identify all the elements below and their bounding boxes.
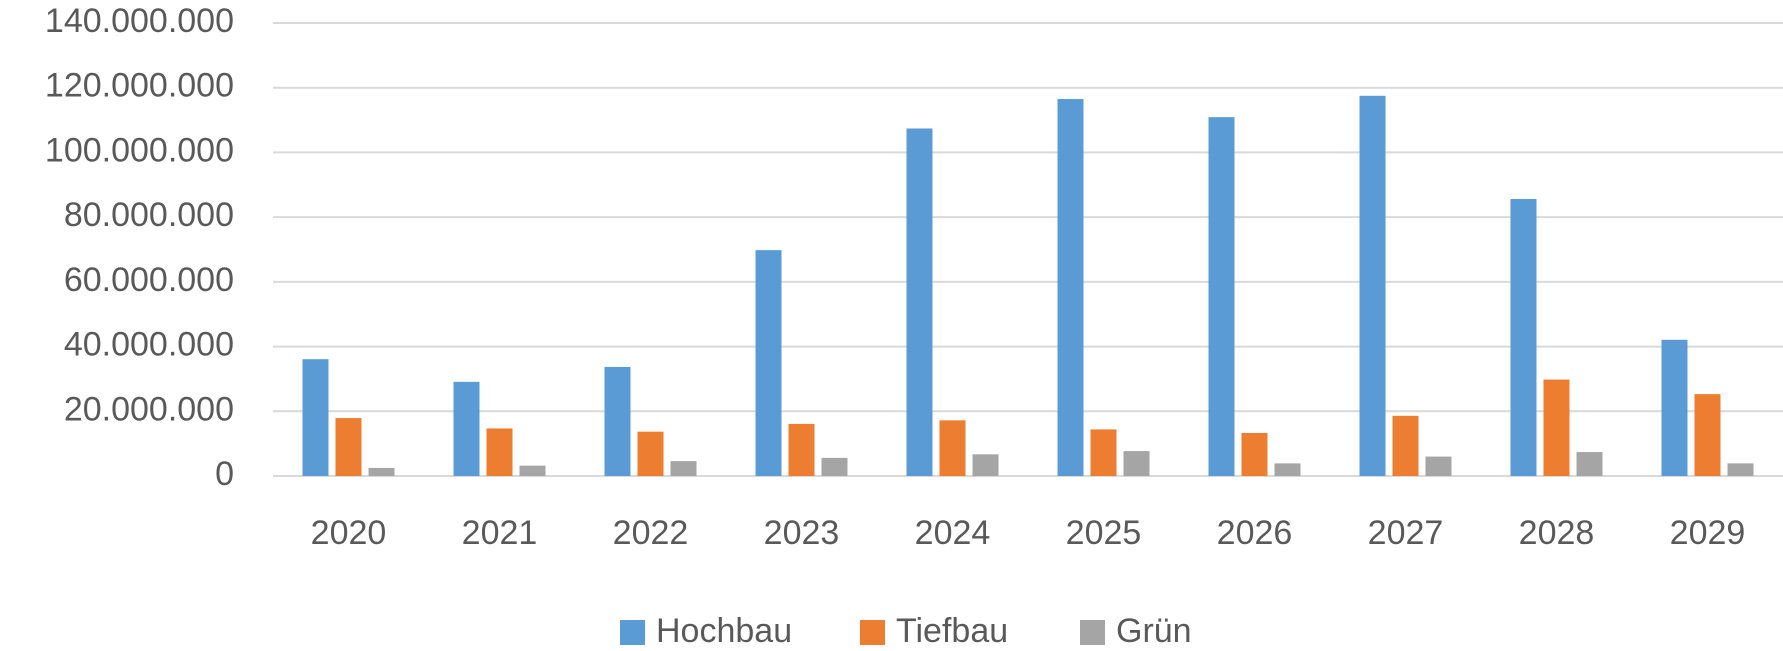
bar xyxy=(335,418,362,476)
x-tick-label: 2024 xyxy=(915,514,991,552)
bar xyxy=(1274,463,1301,476)
bar xyxy=(1694,394,1721,476)
bar xyxy=(604,366,631,476)
y-tick-label: 120.000.000 xyxy=(45,67,234,105)
bar xyxy=(302,359,329,476)
legend-swatch xyxy=(1080,620,1105,645)
x-tick-label: 2025 xyxy=(1066,514,1142,552)
bar xyxy=(788,423,815,476)
x-tick-label: 2023 xyxy=(764,514,840,552)
legend-label: Hochbau xyxy=(656,612,792,650)
x-tick-label: 2029 xyxy=(1670,514,1746,552)
bar xyxy=(1510,199,1537,476)
bar xyxy=(1425,456,1452,476)
x-tick-label: 2027 xyxy=(1368,514,1444,552)
legend-swatch xyxy=(620,620,645,645)
bar xyxy=(1057,99,1084,477)
y-tick-label: 20.000.000 xyxy=(64,390,234,428)
bar xyxy=(939,420,966,476)
bar xyxy=(1576,452,1603,476)
bar xyxy=(486,428,513,476)
y-tick-label: 100.000.000 xyxy=(45,131,234,169)
x-tick-label: 2020 xyxy=(311,514,387,552)
bar xyxy=(1090,429,1117,476)
bar xyxy=(821,457,848,476)
x-tick-label: 2028 xyxy=(1519,514,1595,552)
bar xyxy=(1241,432,1268,476)
bar xyxy=(1543,379,1570,476)
bar xyxy=(1392,415,1419,476)
y-tick-label: 80.000.000 xyxy=(64,196,234,234)
legend-label: Grün xyxy=(1116,612,1192,650)
bar xyxy=(1661,339,1688,476)
bar xyxy=(1208,117,1235,476)
x-tick-label: 2021 xyxy=(462,514,538,552)
legend-label: Tiefbau xyxy=(896,612,1008,650)
y-tick-label: 40.000.000 xyxy=(64,326,234,364)
y-tick-label: 60.000.000 xyxy=(64,261,234,299)
y-tick-label: 0 xyxy=(215,455,234,493)
x-tick-label: 2022 xyxy=(613,514,689,552)
bar xyxy=(368,467,395,476)
legend-swatch xyxy=(860,620,885,645)
bar xyxy=(755,250,782,476)
bar xyxy=(1123,451,1150,476)
bar xyxy=(1359,95,1386,476)
bar xyxy=(972,454,999,476)
bar xyxy=(453,381,480,476)
bar xyxy=(1727,463,1754,476)
y-tick-label: 140.000.000 xyxy=(45,2,234,40)
bar xyxy=(906,128,933,476)
x-tick-label: 2026 xyxy=(1217,514,1293,552)
bar xyxy=(670,461,697,476)
bar xyxy=(519,465,546,476)
bar xyxy=(637,431,664,476)
